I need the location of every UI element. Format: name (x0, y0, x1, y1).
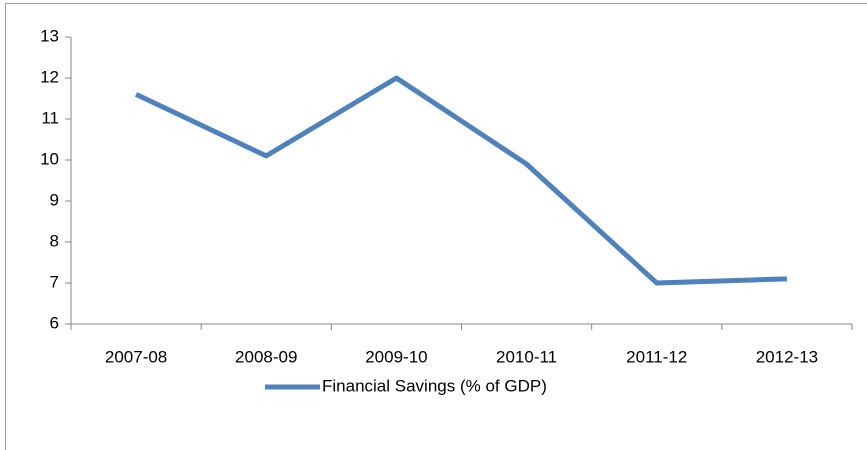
y-tick-label: 6 (50, 313, 59, 332)
y-tick-label: 13 (40, 26, 59, 45)
x-tick-label: 2012-13 (756, 347, 818, 366)
data-line (135, 75, 787, 286)
legend-label: Financial Savings (% of GDP) (322, 376, 547, 395)
x-tick-label: 2008-09 (235, 347, 297, 366)
x-tick-label: 2007-08 (105, 347, 167, 366)
x-tick-label: 2011-12 (626, 347, 687, 366)
y-tick-label: 8 (50, 231, 59, 250)
y-tick-label: 9 (50, 190, 59, 209)
y-tick-label: 10 (40, 149, 59, 168)
x-tick-label: 2010-11 (496, 347, 557, 366)
y-tick-label: 11 (41, 108, 59, 127)
chart-frame (5, 3, 867, 450)
x-tick-label: 2009-10 (365, 347, 427, 366)
y-tick-label: 12 (40, 67, 59, 86)
y-tick-label: 7 (50, 272, 59, 291)
